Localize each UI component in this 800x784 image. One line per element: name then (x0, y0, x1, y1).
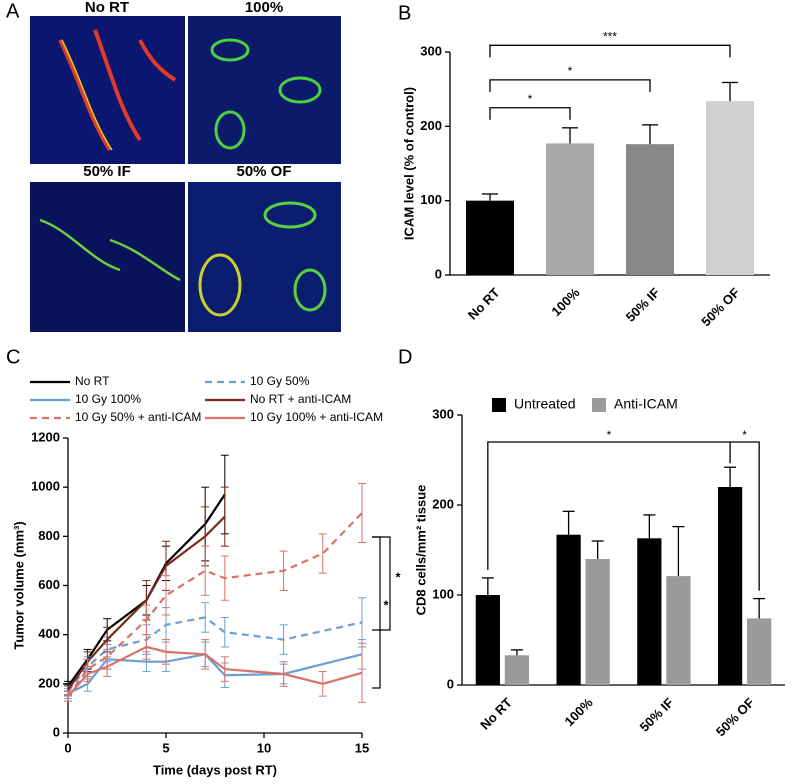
bar (546, 143, 594, 275)
y-tick-label: 200 (432, 496, 454, 511)
legend-label: No RT (75, 374, 110, 388)
y-tick-label: 0 (435, 266, 442, 281)
legend-label: 10 Gy 100% (75, 392, 141, 406)
x-tick-label: 50% OF (713, 695, 757, 739)
significance-bracket (489, 79, 651, 92)
x-tick-label: 10 (257, 740, 271, 755)
panel-label: B (398, 2, 411, 24)
bar (666, 576, 691, 685)
panel-label: A (6, 0, 20, 22)
y-tick-label: 200 (38, 675, 60, 690)
y-tick-label: 0 (53, 724, 60, 739)
x-tick-label: No RT (477, 695, 515, 733)
micrographs (30, 16, 341, 332)
legend-label: Anti-ICAM (614, 396, 678, 412)
significance-bracket (489, 107, 571, 120)
y-tick-label: 0 (447, 676, 454, 691)
panel-label: D (398, 346, 412, 368)
y-axis-label: CD8 cells/mm² tissue (413, 485, 428, 616)
bar (637, 538, 662, 685)
significance-bracket (372, 536, 391, 631)
significance-label: * (395, 569, 401, 584)
x-tick-label: 100% (562, 695, 596, 729)
bar (747, 618, 772, 685)
image-label: 50% IF (83, 163, 131, 180)
x-tick-label: 50% OF (698, 285, 742, 329)
y-tick-label: 1000 (31, 479, 60, 494)
y-tick-label: 400 (38, 626, 60, 641)
bar (626, 144, 674, 275)
significance-label: * (607, 428, 612, 442)
line (67, 653, 363, 695)
bar (504, 655, 530, 685)
x-tick-label: 100% (548, 285, 582, 319)
bar (585, 559, 610, 685)
x-tick-label: 0 (64, 740, 71, 755)
bar (475, 595, 500, 685)
legend-label: 10 Gy 50% + anti-ICAM (75, 410, 201, 424)
line (67, 616, 363, 692)
significance-bracket (730, 441, 760, 591)
legend-label: 10 Gy 100% + anti-ICAM (250, 410, 383, 424)
significance-label: * (742, 428, 747, 442)
significance-label: *** (603, 29, 617, 43)
x-axis-label: Time (days post RT) (153, 762, 277, 777)
y-tick-label: 300 (432, 406, 454, 421)
significance-label: * (528, 92, 533, 106)
y-tick-label: 300 (420, 43, 442, 58)
micrograph (30, 182, 185, 332)
x-tick-label: 15 (355, 740, 369, 755)
bar (706, 101, 754, 275)
micrograph (188, 16, 341, 164)
legend-label: Untreated (514, 396, 575, 412)
significance-bracket (489, 44, 731, 58)
panel-label: C (6, 346, 20, 368)
x-tick-label: 50% IF (637, 695, 677, 735)
y-tick-label: 600 (38, 577, 60, 592)
y-tick-label: 100 (432, 586, 454, 601)
y-tick-label: 200 (420, 118, 442, 133)
image-label: No RT (85, 0, 129, 16)
x-tick-label: No RT (465, 285, 503, 323)
y-tick-label: 800 (38, 528, 60, 543)
significance-bracket (372, 536, 381, 689)
legend-swatch (592, 398, 606, 412)
y-tick-label: 1200 (31, 429, 60, 444)
y-axis-label: ICAM level (% of control) (401, 87, 416, 240)
legend-swatch (492, 398, 506, 412)
micrograph (30, 16, 185, 164)
bar (717, 487, 743, 685)
significance-label: * (383, 597, 389, 612)
bar (466, 200, 514, 275)
legend-label: 10 Gy 50% (250, 374, 310, 388)
image-label: 100% (245, 0, 283, 16)
x-tick-label: 5 (162, 740, 169, 755)
image-label: 50% OF (236, 163, 291, 180)
y-axis-label: Tumor volume (mm³) (11, 521, 26, 649)
line (67, 645, 363, 697)
significance-bracket (487, 441, 731, 570)
legend-label: No RT + anti-ICAM (250, 392, 351, 406)
y-tick-label: 100 (420, 192, 442, 207)
line (67, 512, 363, 697)
x-tick-label: 50% IF (623, 285, 663, 325)
significance-label: * (568, 64, 573, 78)
bar (556, 534, 581, 685)
